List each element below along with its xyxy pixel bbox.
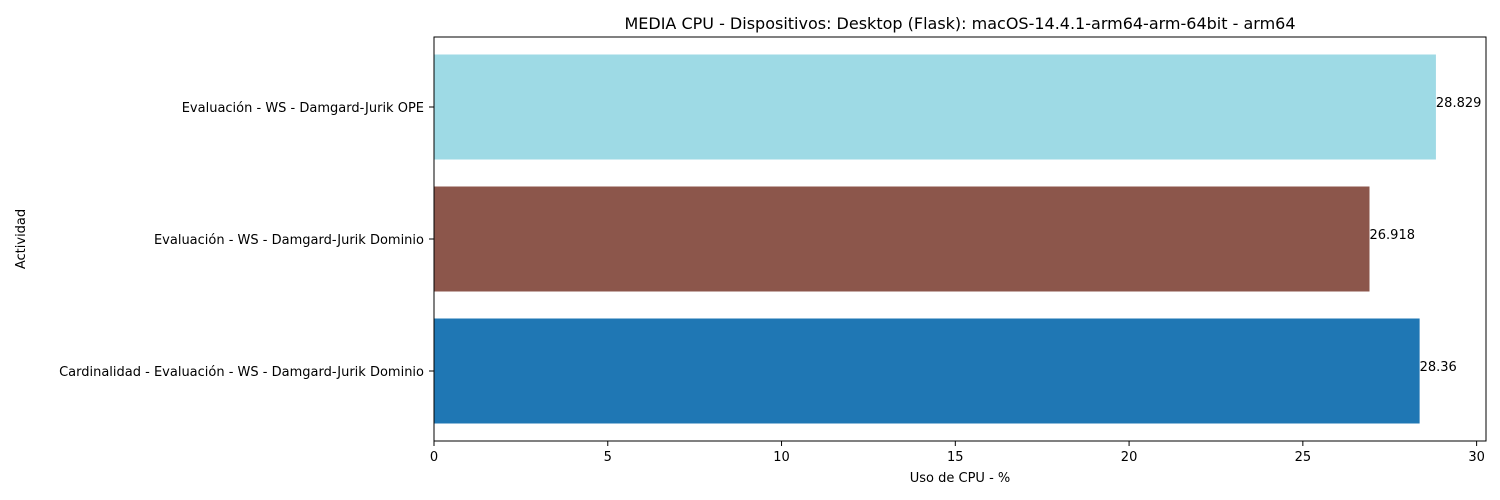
bar-value-label-2: 28.829 <box>1436 96 1482 111</box>
bar-1 <box>434 186 1370 292</box>
y-tick-label-0: Cardinalidad - Evaluación - WS - Damgard… <box>59 365 424 380</box>
chart-title: MEDIA CPU - Dispositivos: Desktop (Flask… <box>624 14 1295 33</box>
x-tick-label-1: 5 <box>604 450 612 465</box>
x-tick-label-5: 25 <box>1295 450 1312 465</box>
x-tick-label-3: 15 <box>947 450 964 465</box>
x-tick-label-0: 0 <box>430 450 438 465</box>
bar-2 <box>434 54 1436 160</box>
plot-area-frame <box>433 36 1487 442</box>
x-tick-label-2: 10 <box>773 450 790 465</box>
bar-value-label-1: 26.918 <box>1370 228 1416 243</box>
x-axis-ticks: 0 5 10 15 20 25 30 <box>430 441 1485 465</box>
x-tick-label-4: 20 <box>1121 450 1138 465</box>
value-labels-layer: 28.36 26.918 28.829 <box>1370 96 1482 375</box>
y-axis-ticks: Cardinalidad - Evaluación - WS - Damgard… <box>59 101 434 380</box>
bars-layer <box>434 54 1436 424</box>
y-tick-label-2: Evaluación - WS - Damgard-Jurik OPE <box>182 101 424 116</box>
bar-value-label-0: 28.36 <box>1420 360 1457 375</box>
x-tick-label-6: 30 <box>1468 450 1485 465</box>
y-tick-label-1: Evaluación - WS - Damgard-Jurik Dominio <box>154 233 424 248</box>
bar-0 <box>434 318 1420 424</box>
x-axis-label: Uso de CPU - % <box>910 471 1011 486</box>
y-axis-label: Actividad <box>14 209 29 269</box>
